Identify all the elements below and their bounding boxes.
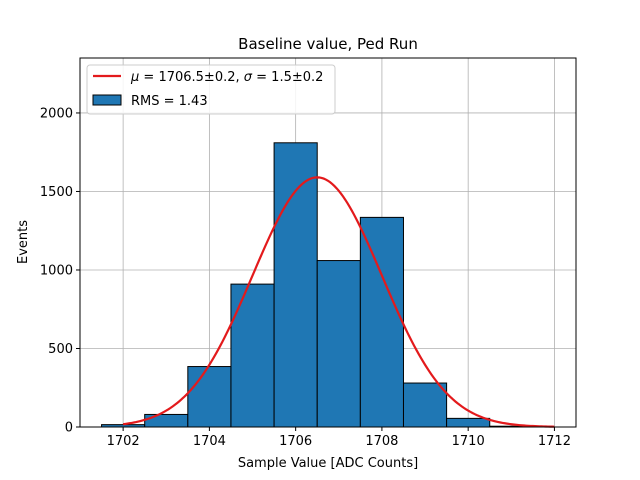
histogram-bar (359, 216, 404, 428)
x-tick-label: 1702 (107, 434, 140, 449)
fit-curve-group (122, 176, 555, 428)
histogram-bar (316, 260, 361, 428)
y-axis-label: Events (16, 220, 31, 264)
x-axis-ticks: 1702 1704 1706 1708 1710 1712 (107, 427, 571, 449)
y-tick-label: 1000 (40, 263, 73, 278)
x-tick-label: 1706 (279, 434, 312, 449)
legend: μ = 1706.5±0.2, σ = 1.5±0.2 RMS = 1.43 (86, 64, 336, 115)
legend-box (86, 64, 336, 115)
histogram-bar (187, 366, 232, 428)
y-tick-label: 1500 (40, 185, 73, 200)
x-tick-label: 1704 (193, 434, 226, 449)
x-tick-label: 1712 (538, 434, 571, 449)
histogram-bar (446, 417, 491, 428)
x-tick-label: 1710 (452, 434, 485, 449)
legend-fit-label: μ = 1706.5±0.2, σ = 1.5±0.2 (130, 70, 323, 85)
histogram-bar (402, 382, 448, 428)
x-tick-label: 1708 (365, 434, 398, 449)
y-tick-label: 2000 (40, 106, 73, 121)
histogram-bar (273, 142, 318, 428)
legend-hist-swatch (92, 94, 122, 106)
legend-hist-label: RMS = 1.43 (131, 94, 208, 109)
histogram-bar (144, 413, 189, 428)
x-axis-label: Sample Value [ADC Counts] (238, 456, 418, 471)
fit-curve (122, 176, 555, 428)
y-tick-label: 0 (65, 421, 73, 436)
chart-title: Baseline value, Ped Run (238, 35, 418, 53)
plot-frame (79, 57, 577, 428)
histogram-bar (230, 283, 275, 428)
legend-fit-mu-text: = 1706.5±0.2, (139, 70, 243, 85)
y-tick-label: 500 (48, 342, 73, 357)
legend-fit-mu: μ (130, 70, 139, 85)
y-axis-ticks: 0 500 1000 1500 2000 (40, 106, 80, 436)
legend-fit-sigma-text: = 1.5±0.2 (252, 70, 323, 85)
legend-fit-sigma: σ (244, 70, 253, 85)
